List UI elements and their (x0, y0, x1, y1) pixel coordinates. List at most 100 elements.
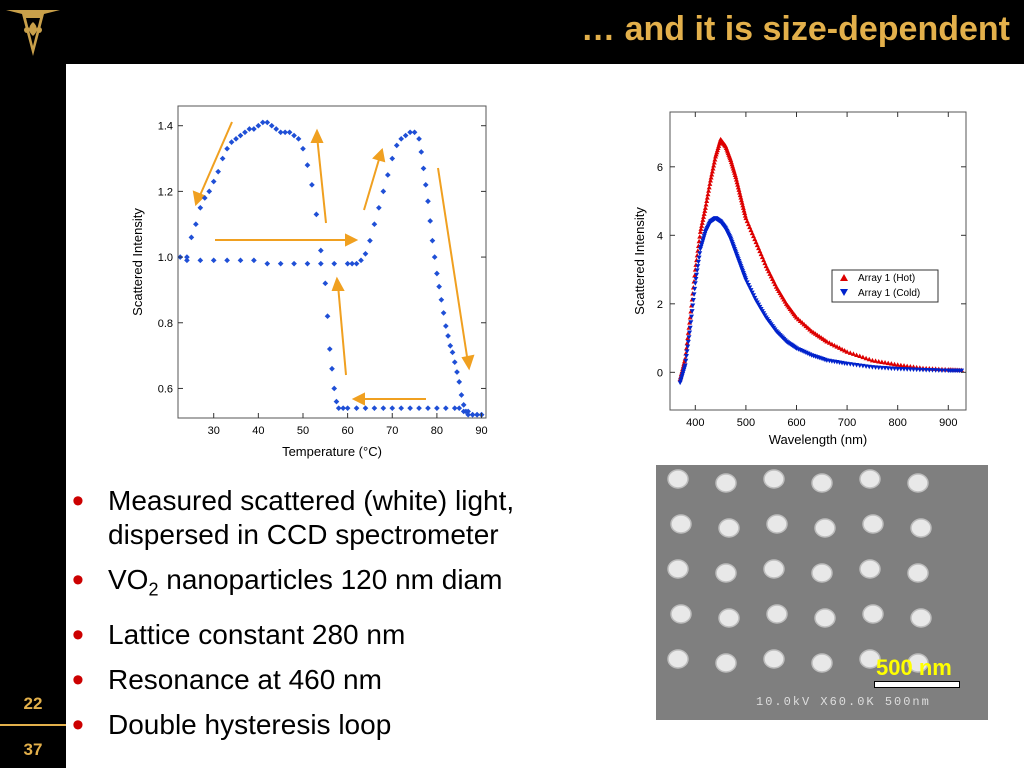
data-point (429, 237, 436, 244)
data-point (407, 405, 413, 411)
data-point (201, 195, 208, 201)
data-point (737, 189, 743, 195)
data-point (318, 247, 324, 254)
data-point (353, 405, 360, 411)
scale-bar-label: 500 nm (876, 655, 952, 680)
data-point (750, 293, 756, 298)
data-point (882, 360, 888, 365)
data-point (434, 270, 440, 277)
data-point (206, 188, 213, 195)
data-point (694, 268, 700, 273)
nanoparticle (715, 473, 737, 493)
series-points (677, 216, 965, 386)
data-point (460, 402, 467, 408)
data-point (824, 338, 830, 344)
data-point (193, 221, 199, 228)
data-point (376, 204, 382, 211)
data-point (696, 255, 702, 261)
data-point (692, 281, 698, 286)
data-point (465, 411, 471, 418)
nanoparticle (811, 563, 833, 583)
data-point (324, 313, 331, 320)
data-point (738, 195, 744, 200)
data-point (697, 234, 703, 239)
data-point (704, 195, 710, 200)
nanoparticle (766, 514, 788, 534)
data-point (451, 359, 458, 365)
data-point (747, 285, 753, 291)
data-point (826, 340, 832, 345)
bullet-dot-icon: • (72, 660, 84, 699)
nanoparticle (907, 473, 929, 493)
data-point (742, 210, 748, 216)
data-point (264, 260, 271, 267)
data-point (699, 220, 705, 225)
data-point (740, 205, 746, 210)
data-point (384, 172, 391, 178)
data-point (706, 188, 712, 193)
y-tick-label: 1.2 (158, 186, 173, 198)
data-point (440, 310, 447, 316)
data-point (458, 392, 465, 398)
data-point (687, 330, 693, 336)
data-point (224, 145, 230, 152)
data-point (454, 369, 460, 375)
data-point (701, 214, 707, 219)
data-point (692, 286, 698, 292)
data-point (705, 191, 711, 197)
data-point (326, 346, 333, 352)
data-point (447, 342, 454, 349)
slide-title: … and it is size-dependent (581, 10, 1010, 48)
data-point (427, 218, 434, 224)
data-point (706, 184, 712, 190)
data-point (697, 229, 703, 234)
data-point (737, 192, 743, 198)
data-point (277, 260, 284, 267)
x-tick-label: 400 (686, 417, 704, 429)
data-point (873, 358, 879, 363)
x-tick-label: 80 (431, 425, 443, 437)
data-point (742, 213, 748, 218)
nanoparticle (763, 559, 785, 579)
nanoparticle (910, 608, 932, 628)
data-point (362, 405, 369, 411)
data-point (842, 347, 848, 353)
data-point (708, 175, 714, 180)
data-point (689, 314, 695, 320)
nanoparticle (907, 653, 929, 673)
data-point (685, 344, 691, 350)
data-point (259, 119, 266, 126)
data-point (237, 257, 244, 264)
data-point (698, 226, 704, 231)
data-point (389, 405, 396, 411)
data-point (442, 323, 449, 329)
data-point (869, 357, 875, 363)
data-point (857, 353, 863, 359)
x-tick-label: 60 (341, 425, 353, 437)
data-point (888, 361, 894, 366)
data-point (313, 211, 320, 218)
data-point (748, 288, 754, 293)
data-point (901, 363, 907, 368)
data-point (333, 398, 340, 405)
data-point (749, 290, 755, 296)
nanoparticle (715, 653, 737, 673)
bullet-item: • Lattice constant 280 nm (70, 618, 628, 652)
data-point (740, 202, 746, 208)
nanoparticle (862, 604, 884, 624)
data-point (699, 223, 705, 228)
x-tick-label: 900 (939, 417, 957, 429)
data-point (710, 166, 716, 171)
slide-number: 22 (23, 694, 43, 713)
data-point (215, 168, 222, 175)
data-point (736, 187, 742, 192)
series-points (677, 136, 965, 382)
x-tick-label: 90 (475, 425, 487, 437)
data-point (709, 169, 715, 174)
y-tick-label: 2 (657, 299, 663, 311)
data-point (837, 345, 843, 350)
data-point (416, 405, 422, 411)
legend-cold-marker (840, 289, 848, 296)
data-point (829, 341, 835, 347)
data-point (451, 405, 458, 411)
